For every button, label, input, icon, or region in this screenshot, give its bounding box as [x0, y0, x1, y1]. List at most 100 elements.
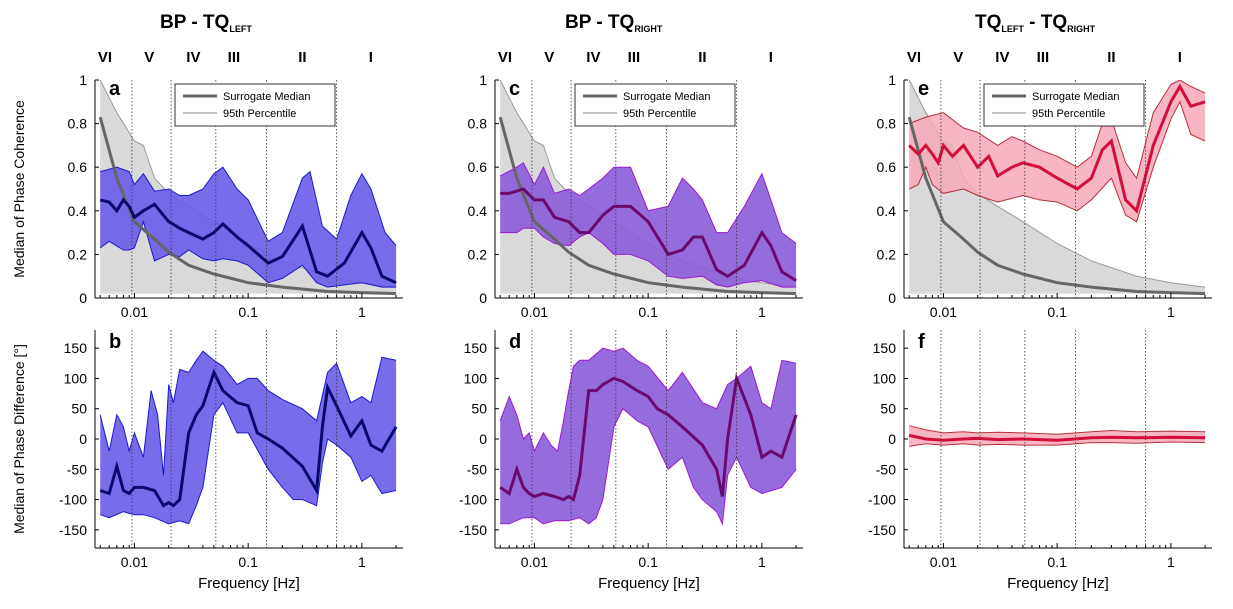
- legend-label-95: 95th Percentile: [623, 108, 696, 120]
- legend: Surrogate Median 95th Percentile: [174, 83, 336, 127]
- panel-plot-area: [499, 347, 798, 526]
- band-label: VI: [498, 49, 512, 66]
- panel-letter: a: [109, 78, 121, 100]
- y-tick-label: 0: [888, 431, 896, 447]
- y-tick-label: 0.2: [468, 246, 488, 262]
- panel-letter: c: [509, 78, 520, 100]
- legend-box: [983, 83, 1145, 127]
- panel-b: -150 -100 -50 0 50 100 150 0.01 0.1 1 b Frequency […: [59, 330, 403, 592]
- y-tick-label: 0.6: [468, 159, 488, 175]
- column-title-2: BP - TQRIGHT: [565, 12, 663, 34]
- lower-bound-line: [909, 441, 1206, 447]
- y-tick-label: -150: [459, 522, 487, 538]
- confidence-band: [500, 348, 797, 524]
- panel-plot-area: [99, 350, 398, 525]
- panel-plot-area: [98, 80, 397, 296]
- y-tick-label: 0.8: [68, 116, 88, 132]
- band-label: II: [698, 49, 706, 66]
- x-tick-label: 1: [1167, 304, 1175, 320]
- y-tick-label: 0.8: [877, 116, 897, 132]
- y-tick-label: 50: [471, 401, 487, 417]
- confidence-band: [100, 351, 397, 524]
- x-tick-label: 0.01: [930, 554, 957, 570]
- y-tick-label: 150: [873, 340, 897, 356]
- y-tick-label: -100: [459, 492, 487, 508]
- y-tick-label: 0: [479, 431, 487, 447]
- band-label: IV: [995, 49, 1009, 66]
- y-tick-label: -50: [876, 461, 896, 477]
- y-axis-label-coherence: Median of Phase Coherence: [11, 100, 27, 278]
- y-tick-label: 0.4: [68, 203, 88, 219]
- column-title-text: TQLEFT - TQRIGHT: [975, 12, 1096, 34]
- surrogate-95-area: [909, 80, 1206, 294]
- x-tick-label: 0.1: [638, 554, 658, 570]
- legend-label-95: 95th Percentile: [223, 108, 296, 120]
- column-title-text: BP - TQRIGHT: [565, 12, 663, 34]
- x-tick-label: 1: [1167, 554, 1175, 570]
- y-tick-label: 100: [464, 370, 488, 386]
- median-line: [908, 433, 1206, 442]
- confidence-band: [100, 167, 397, 288]
- confidence-band: [909, 425, 1206, 447]
- band-label: VI: [98, 49, 112, 66]
- y-tick-label: 0.2: [68, 246, 88, 262]
- x-tick-label: 1: [358, 554, 366, 570]
- y-tick-label: 0.8: [468, 116, 488, 132]
- upper-bound-line: [100, 166, 397, 247]
- median-line: [99, 368, 398, 508]
- x-tick-label: 0.1: [238, 554, 258, 570]
- legend-label-median: Surrogate Median: [223, 91, 310, 103]
- upper-bound-line: [499, 162, 797, 244]
- y-tick-label: -150: [59, 522, 87, 538]
- x-tick-label: 1: [758, 554, 766, 570]
- y-tick-label: 0: [479, 290, 487, 306]
- y-tick-label: -100: [59, 492, 87, 508]
- x-axis-label: Frequency [Hz]: [598, 575, 700, 592]
- y-tick-label: 0.2: [877, 246, 897, 262]
- y-tick-label: 0: [888, 290, 896, 306]
- column-title-1: BP - TQLEFT: [160, 12, 252, 34]
- y-tick-label: 1: [479, 72, 487, 88]
- y-tick-label: 0.4: [877, 203, 897, 219]
- upper-bound-line: [909, 425, 1206, 435]
- band-label: III: [1037, 49, 1050, 66]
- upper-bound-line: [99, 350, 397, 476]
- panel-letter: f: [918, 331, 925, 353]
- y-tick-label: 100: [64, 370, 88, 386]
- panel-plot-area: [498, 80, 797, 296]
- lower-bound-line: [99, 220, 397, 288]
- y-tick-label: 100: [873, 370, 897, 386]
- x-tick-label: 1: [358, 304, 366, 320]
- lower-bound-line: [100, 401, 397, 525]
- x-tick-label: 0.1: [1047, 304, 1067, 320]
- panel-plot-area: [907, 80, 1206, 296]
- y-tick-label: 50: [880, 401, 896, 417]
- band-label: IV: [186, 49, 200, 66]
- median-line: [499, 372, 798, 503]
- y-tick-label: 0.6: [68, 159, 88, 175]
- y-tick-label: 0.6: [877, 159, 897, 175]
- y-tick-label: -150: [868, 522, 896, 538]
- panel-letter: b: [109, 331, 121, 353]
- y-tick-label: -100: [868, 492, 896, 508]
- band-label: I: [1178, 49, 1182, 66]
- legend: Surrogate Median 95th Percentile: [574, 83, 736, 127]
- upper-bound-line: [499, 347, 797, 453]
- y-tick-label: 0: [79, 290, 87, 306]
- x-tick-label: 0.01: [521, 304, 548, 320]
- y-tick-label: -50: [67, 461, 87, 477]
- confidence-band: [500, 162, 797, 288]
- y-tick-label: 150: [464, 340, 488, 356]
- band-label: IV: [586, 49, 600, 66]
- x-axis-label: Frequency [Hz]: [1007, 575, 1109, 592]
- x-tick-label: 0.1: [238, 304, 258, 320]
- band-label: V: [144, 49, 154, 66]
- column-title-3: TQLEFT - TQRIGHT: [975, 12, 1096, 34]
- panel-letter: e: [918, 78, 929, 100]
- band-label: II: [298, 49, 306, 66]
- median-line: [99, 197, 397, 285]
